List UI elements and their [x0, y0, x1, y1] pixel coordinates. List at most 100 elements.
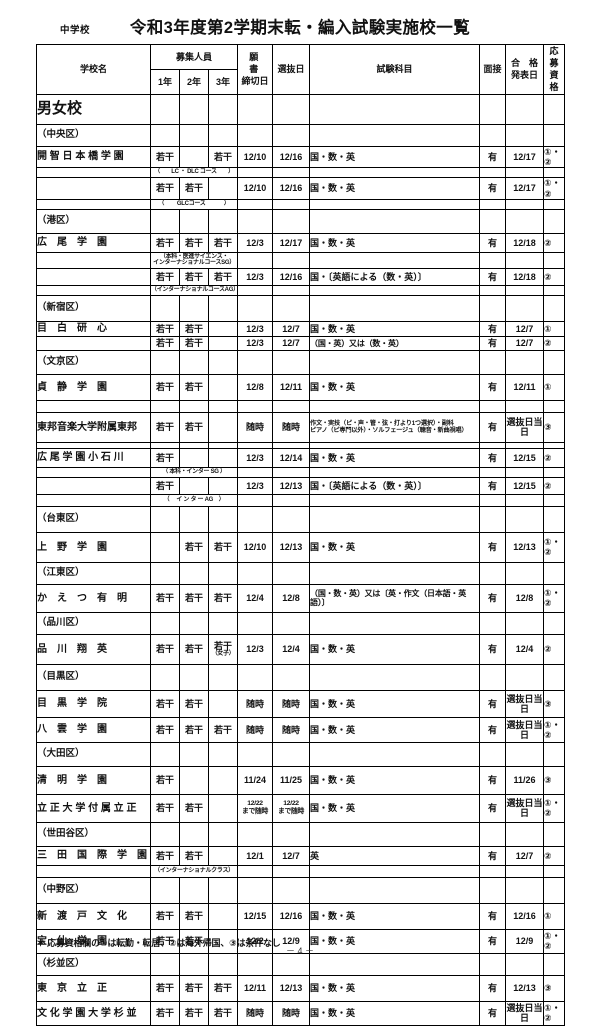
cell-qualification: ①・②	[543, 1000, 566, 1026]
cell-selection-date: 12/16	[272, 902, 311, 930]
empty-cell	[207, 821, 239, 847]
spacer-row: （目黒区）	[36, 663, 566, 691]
table-row[interactable]: 清 明 学 園 若干 11/24 11/25 国・数・英 有 11/26 ③	[36, 765, 566, 795]
empty-cell	[237, 208, 274, 234]
table-row[interactable]: 八 雲 学 園若干 若干 若干 随時 随時 国・数・英有選抜日当日 ①・②	[36, 716, 566, 743]
empty-cell	[543, 208, 566, 234]
value-y2: 若干	[184, 1008, 203, 1019]
value-subjects: 国・数・英	[310, 452, 356, 463]
table-row[interactable]: 立 正 大 学 付 属 立 正若干 若干 12/22 まで随時 12/22 まで随時 国・数…	[36, 793, 566, 823]
cell-interview: 有	[479, 320, 507, 337]
col-header-result-line2: 発表日	[511, 70, 539, 81]
cell-result-date: 選抜日当日	[505, 716, 545, 743]
table-row[interactable]: 若干 12/3 12/13 国・〔英語による（数・英）〕 有 12/15 ②	[36, 476, 566, 495]
table-row[interactable]: 若干 若干 12/10 12/16 国・数・英 有 12/17 ①・②	[36, 177, 566, 200]
table-row[interactable]: 目 黒 学 院若干 若干 随時 随時 国・数・英有選抜日当日 ③	[36, 689, 566, 718]
cell-y2: 若干	[179, 177, 209, 200]
value-y1: 若干	[155, 698, 174, 709]
value-subjects: 国・数・英	[310, 1008, 356, 1019]
cell-interview: 有	[479, 716, 507, 743]
table-row[interactable]: 広 尾 学 園若干 若干 若干 12/3 12/17 国・数・英有 12/18 ②	[36, 232, 566, 253]
footnote: ＊ 応募資格欄の①は転勤・転居、②は海外帰国、③は条件なし	[36, 938, 281, 948]
school-name-text: 東 京 立 正	[37, 982, 107, 994]
empty-cell	[207, 741, 239, 767]
course-note-text: （インターナショナルクラス）	[154, 868, 234, 875]
table-row[interactable]: 上 野 学 園若干 若干 12/10 12/13 国・数・英有 12/13 ①・②	[36, 531, 566, 563]
cell-y3: 若干	[207, 716, 239, 743]
empty-cell	[272, 505, 311, 533]
empty-cell	[150, 123, 180, 147]
empty-cell	[543, 876, 566, 904]
cell-qualification: ①	[543, 902, 566, 930]
value-y1: 若干	[155, 271, 174, 282]
empty-cell	[309, 284, 481, 296]
table-row[interactable]: 若干 若干 若干 12/3 12/16 国・〔英語による（数・英）〕有 12/18 ②	[36, 267, 566, 286]
table-row[interactable]: 若干 若干 12/3 12/7 （国・英）又は（数・英）有 12/7 ②	[36, 335, 566, 351]
table-row[interactable]: 目 白 研 心若干 若干 12/3 12/7 国・数・英有 12/7 ①	[36, 320, 566, 337]
empty-cell	[272, 198, 311, 210]
cell-qualification: ③	[543, 765, 566, 795]
empty-cell	[505, 663, 545, 691]
spacer-row: （新宿区）	[36, 294, 566, 322]
empty-cell	[237, 399, 274, 413]
empty-cell	[543, 561, 566, 585]
empty-cell	[505, 399, 545, 413]
table-row[interactable]: 開 智 日 本 橋 学 園 若干 若干 12/10 12/16 国・数・英 有 12/17 ①・…	[36, 145, 566, 169]
empty-cell	[309, 611, 481, 635]
table-row[interactable]: 新 渡 戸 文 化若干 若干 12/15 12/16 国・数・英有 12/16 ①	[36, 902, 566, 930]
value-y2: 若干	[184, 183, 203, 194]
value-y1: 若干	[155, 422, 174, 433]
table-row[interactable]: 三 田 国 際 学 園若干 若干 12/1 12/7 英有 12/7 ②	[36, 845, 566, 866]
cell-empty-name	[36, 864, 151, 878]
cell-qualification: ①・②	[543, 531, 566, 563]
cell-y1: 若干	[150, 716, 180, 743]
empty-cell	[479, 123, 507, 147]
cell-y1: 若干	[150, 793, 180, 823]
cell-qualification: ①	[543, 320, 566, 337]
cell-selection-date: 12/13	[272, 476, 311, 495]
cell-y1: 若干	[150, 633, 180, 665]
empty-cell	[505, 251, 545, 269]
cell-exam-subjects: 国・数・英	[309, 689, 481, 718]
col-header-qualification: 応 募 資 格	[543, 44, 568, 95]
value-y2: 若干	[184, 850, 203, 861]
cell-y2: 若干	[179, 928, 209, 954]
cell-deadline: 12/3	[237, 232, 274, 253]
cell-qualification: ①・②	[543, 145, 566, 169]
table-row[interactable]: 東邦音楽大学附属東邦 若干 若干 随時 随時 作文・実技（ピ・声・管・弦・打より1つ選択）…	[36, 411, 566, 443]
ward-heading-taito: （台東区）	[36, 505, 151, 533]
table-row[interactable]: 文 化 学 園 大 学 杉 並若干 若干 若干 随時 随時 国・数・英有選抜日当日 ①・②	[36, 1000, 566, 1026]
cell-y3	[207, 902, 239, 930]
empty-cell	[179, 876, 209, 904]
empty-cell	[179, 821, 209, 847]
ward-heading-nakano-text: （中野区）	[37, 883, 85, 895]
empty-cell	[505, 466, 545, 478]
value-y1: 若干	[155, 237, 174, 248]
cell-result-date: 11/26	[505, 765, 545, 795]
cell-y3	[207, 765, 239, 795]
empty-cell	[309, 466, 481, 478]
empty-cell	[479, 493, 507, 507]
cell-interview: 有	[479, 765, 507, 795]
table-row[interactable]: 品 川 翔 英若干 若干 若干 （女子） 12/3 12/4 国・数・英有 12/4 ②	[36, 633, 566, 665]
empty-cell	[272, 208, 311, 234]
value-y1: 若干	[155, 803, 174, 814]
table-row[interactable]: 広 尾 学 園 小 石 川 若干 12/3 12/14 国・数・英 有 12/15 ②	[36, 447, 566, 468]
empty-cell	[309, 251, 481, 269]
value-subjects: 国・〔英語による（数・英）〕	[310, 480, 427, 491]
cell-deadline: 12/3	[237, 447, 274, 468]
value-y1: 若干	[155, 983, 174, 994]
cell-deadline: 12/3	[237, 335, 274, 351]
cell-y3: 若干	[207, 583, 239, 613]
table-row[interactable]: 貞 静 学 園若干 若干 12/8 12/11 国・数・英有 12/11 ①	[36, 373, 566, 401]
empty-cell	[207, 93, 239, 125]
cell-deadline: 12/4	[237, 583, 274, 613]
spacer-row: （港区）	[36, 208, 566, 234]
cell-selection-date: 12/11	[272, 373, 311, 401]
empty-cell	[272, 561, 311, 585]
cell-exam-subjects: 国・数・英	[309, 177, 481, 200]
school-name-text: 八 雲 学 園	[37, 724, 107, 736]
table-row[interactable]: 東 京 立 正若干 若干 若干 12/11 12/13 国・数・英有 12/13 ③	[36, 974, 566, 1002]
value-subjects: 国・数・英	[310, 803, 356, 814]
table-row[interactable]: か え つ 有 明若干 若干 若干 12/4 12/8 （国・数・英）又は〔英・作文（日本…	[36, 583, 566, 613]
